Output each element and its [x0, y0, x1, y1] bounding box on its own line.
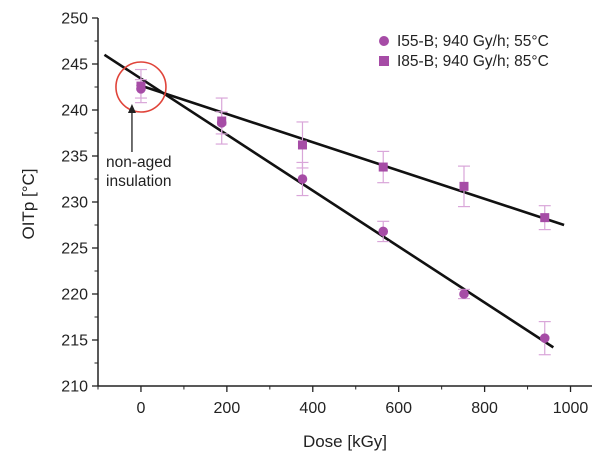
axis-ticks	[92, 17, 572, 392]
data-point-series-2	[297, 140, 307, 150]
data-point-series-2	[378, 162, 388, 172]
data-points	[136, 81, 550, 343]
y-tick-label: 240	[61, 103, 88, 120]
x-tick-label: 200	[214, 400, 241, 417]
data-point-series-2	[217, 116, 227, 126]
fit-line-series-1	[103, 53, 555, 349]
data-point-series-1	[378, 226, 389, 237]
data-point-series-1	[539, 333, 550, 343]
legend-label-series-2: I85-B; 940 Gy/h; 85°C	[397, 53, 549, 70]
fit-lines	[103, 53, 565, 349]
x-axis-label: Dose [kGy]	[303, 432, 387, 451]
y-tick-label: 245	[61, 57, 88, 74]
y-tick-label: 235	[61, 149, 88, 166]
fit-line-series-2	[136, 83, 565, 227]
legend-label-series-1: I55-B; 940 Gy/h; 55°C	[397, 33, 549, 50]
y-tick-label: 210	[61, 379, 88, 396]
y-tick-label: 220	[61, 287, 88, 304]
x-tick-label: 600	[385, 400, 412, 417]
x-tick-label: 0	[137, 400, 146, 417]
non-aged-annotation: non-aged insulation	[106, 61, 172, 190]
data-point-series-2	[459, 181, 469, 191]
data-point-series-1	[297, 174, 308, 184]
data-point-series-1	[459, 289, 469, 299]
non-aged-highlight-circle	[115, 61, 167, 113]
data-point-series-2	[136, 81, 146, 91]
annotation-line-1: non-aged	[106, 154, 172, 171]
x-tick-labels: 0 200 400 600 800 1000	[137, 400, 589, 417]
y-tick-label: 230	[61, 195, 88, 212]
y-tick-label: 250	[61, 11, 88, 28]
x-tick-label: 400	[299, 400, 326, 417]
error-bars	[134, 68, 551, 356]
data-point-series-2	[540, 213, 550, 223]
y-tick-label: 215	[61, 333, 88, 350]
legend-marker-series-1	[379, 36, 389, 46]
y-tick-label: 225	[61, 241, 88, 258]
y-tick-labels: 210 215 220 225 230 235 240 245 250	[61, 11, 88, 396]
legend: I55-B; 940 Gy/h; 55°C I85-B; 940 Gy/h; 8…	[379, 33, 549, 70]
annotation-line-2: insulation	[106, 173, 172, 190]
non-aged-arrowhead	[127, 104, 136, 113]
x-tick-label: 1000	[553, 400, 589, 417]
legend-marker-series-2	[379, 56, 389, 66]
x-tick-label: 800	[471, 400, 498, 417]
y-axis-label: OITp [°C]	[19, 168, 38, 239]
